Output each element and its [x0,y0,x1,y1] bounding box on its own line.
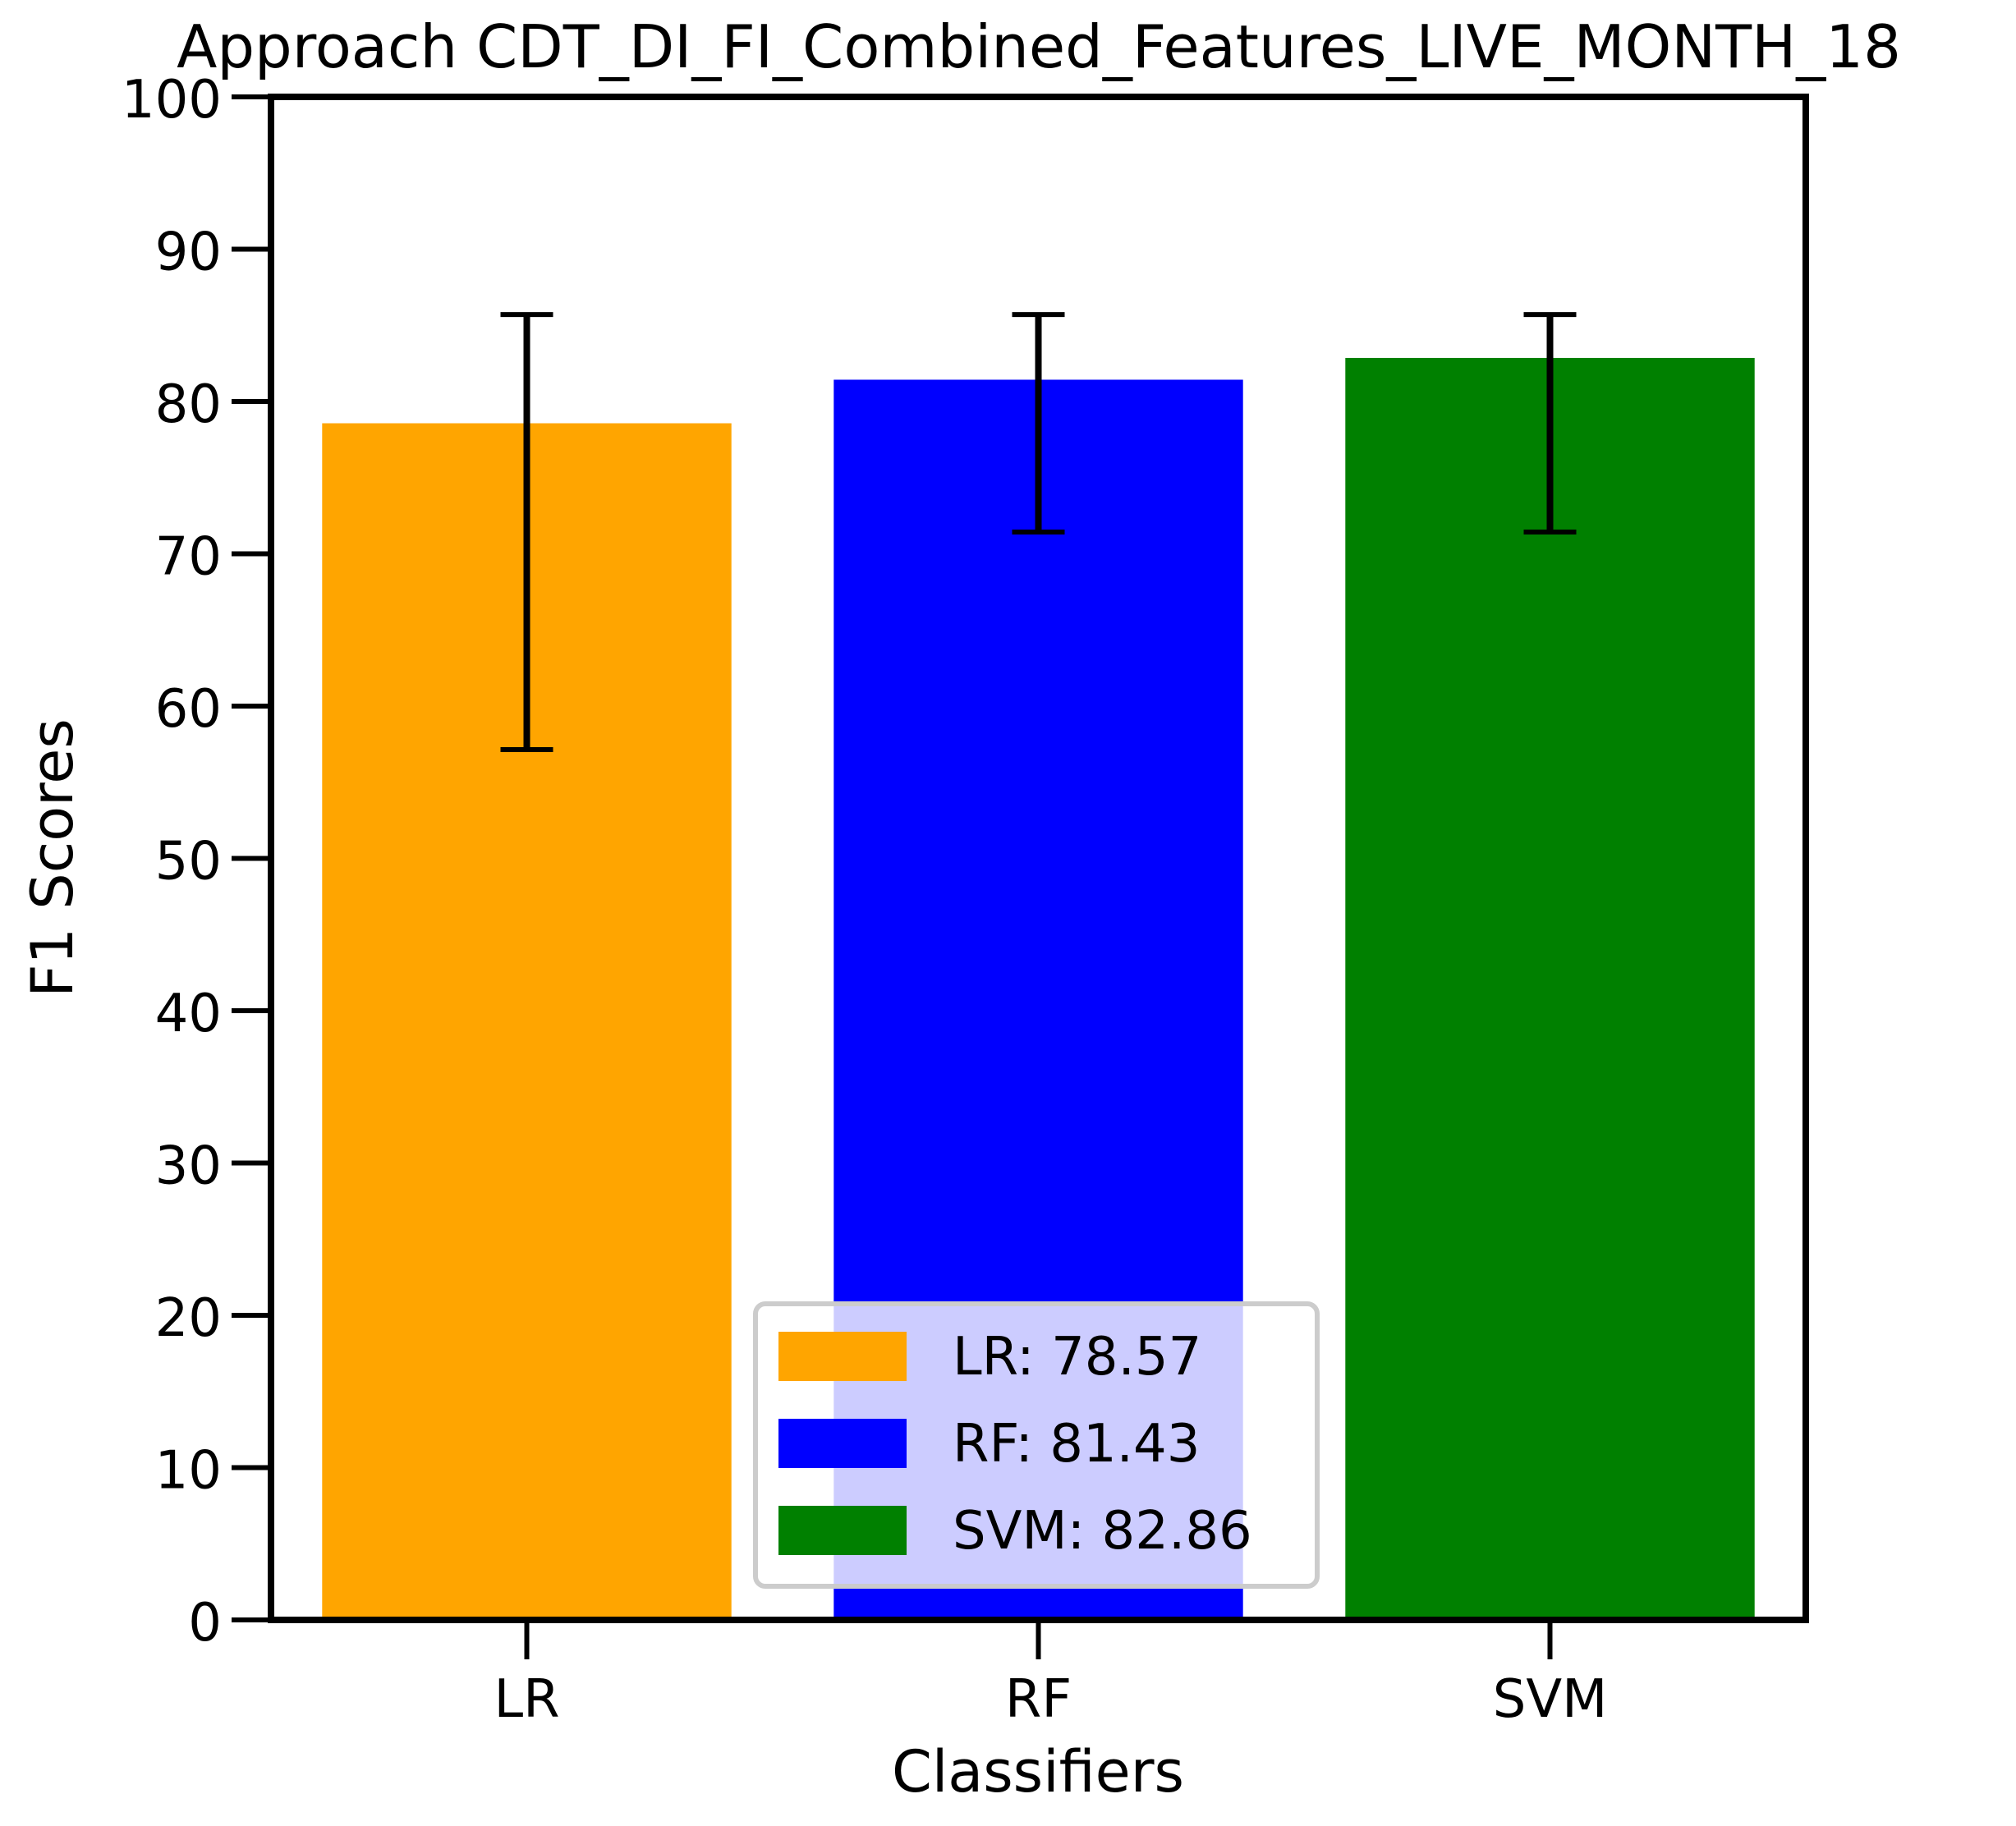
y-tick-label: 80 [155,374,222,435]
y-axis: 0 10 20 30 40 50 60 70 80 90 100 [122,70,271,1654]
y-tick-label: 50 [155,832,222,892]
x-axis: LR RF SVM [494,1620,1607,1730]
legend-label: LR: 78.57 [953,1327,1201,1388]
x-tick-label: SVM [1493,1669,1608,1730]
plot-frame [268,94,1809,1623]
y-tick-label: 70 [155,527,222,588]
bars-group [322,357,1755,1620]
y-tick-label: 10 [155,1441,222,1502]
legend-swatch [778,1332,907,1381]
legend-label: RF: 81.43 [953,1414,1200,1475]
y-tick-label: 90 [155,223,222,283]
legend-swatch [778,1506,907,1555]
legend-label: SVM: 82.86 [953,1501,1252,1562]
legend-swatch [778,1419,907,1468]
chart-title: Approach CDT_DI_FI_Combined_Features_LIV… [177,12,1901,81]
legend: LR: 78.57 RF: 81.43 SVM: 82.86 [753,1301,1320,1589]
y-tick-label: 40 [155,984,222,1044]
y-tick-label: 30 [155,1136,222,1197]
y-tick-label: 20 [155,1288,222,1349]
y-axis-label: F1 Scores [19,718,86,998]
x-tick-label: LR [494,1669,559,1730]
x-tick-label: RF [1005,1669,1072,1730]
x-axis-label: Classifiers [892,1738,1184,1805]
y-tick-label: 100 [122,70,222,131]
y-tick-label: 0 [188,1593,222,1654]
bar-svm [1345,357,1755,1620]
error-bars-group [500,312,1577,753]
y-tick-label: 60 [155,679,222,740]
